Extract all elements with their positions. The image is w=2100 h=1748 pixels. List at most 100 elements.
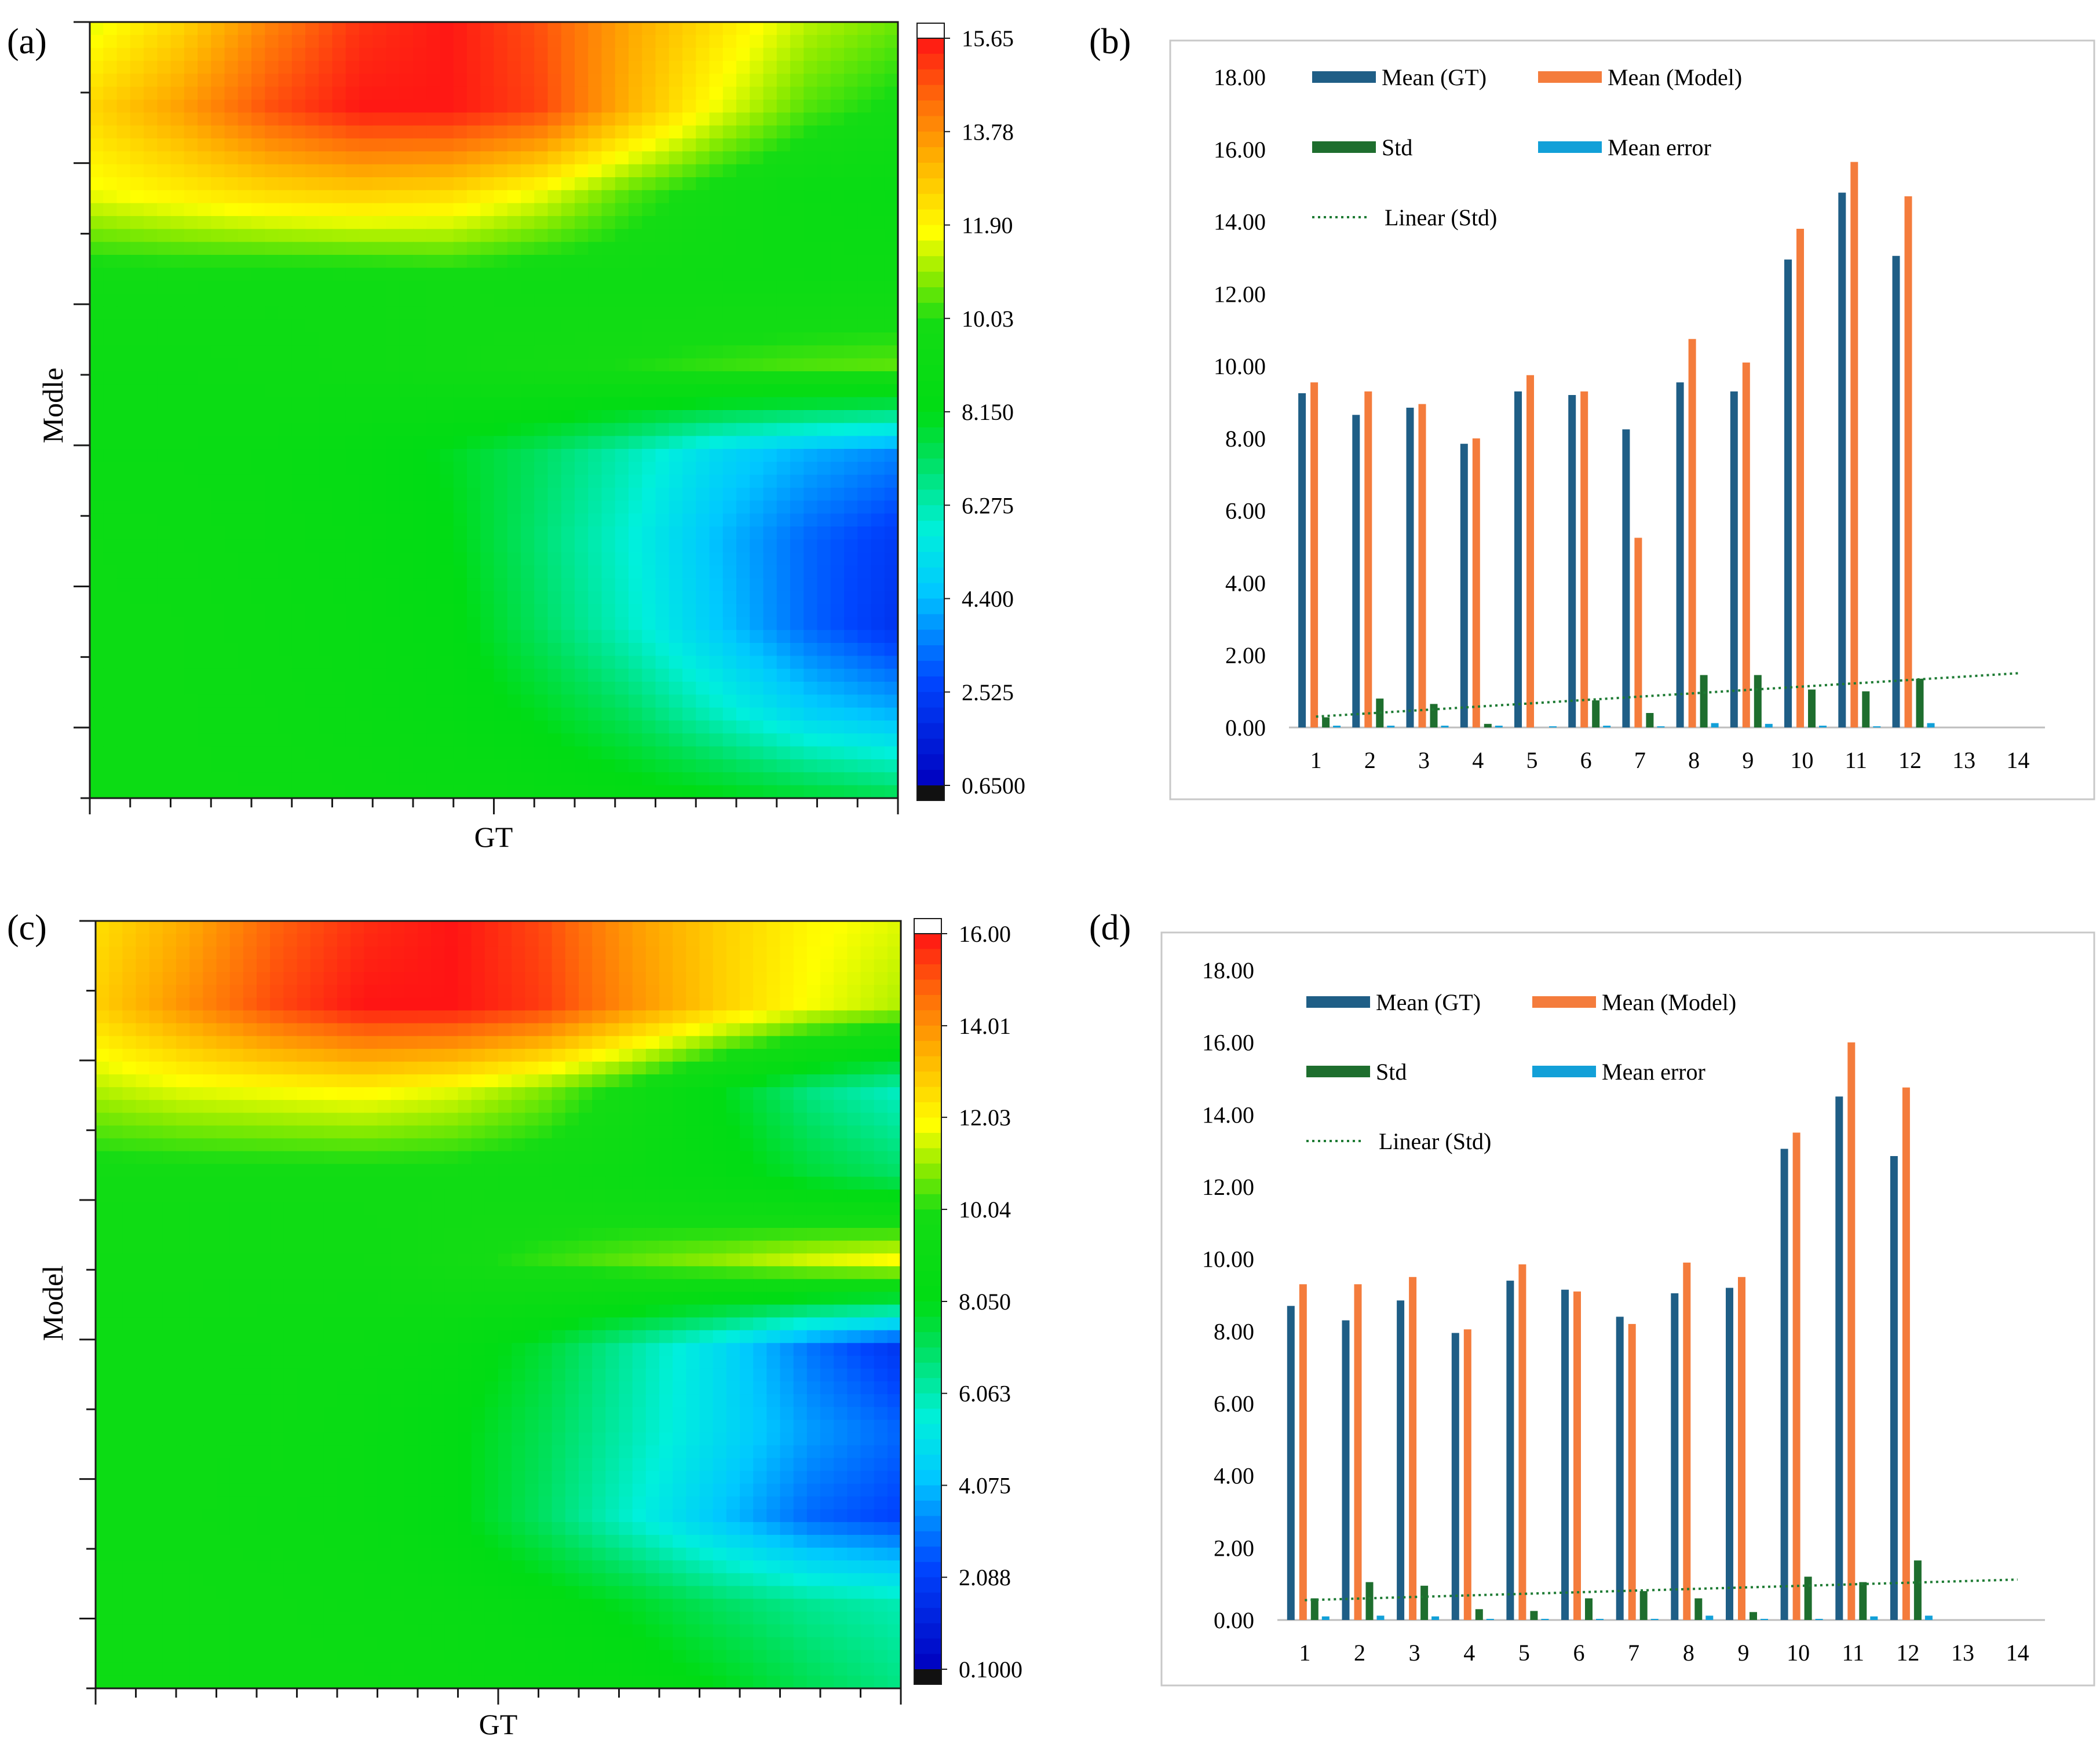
heatmap-cell <box>709 203 724 217</box>
heatmap-cell <box>404 934 418 948</box>
heatmap-cell <box>386 306 400 320</box>
heatmap-cell <box>673 1087 687 1101</box>
heatmap-cell <box>418 1061 432 1075</box>
heatmap-cell <box>669 22 683 36</box>
heatmap-cell <box>696 682 710 696</box>
heatmap-cell <box>399 707 414 721</box>
heatmap-cell <box>116 785 131 799</box>
heatmap-cell <box>270 1125 284 1139</box>
heatmap-cell <box>399 255 414 269</box>
heatmap-cell <box>565 1138 579 1152</box>
heatmap-cell <box>790 86 805 100</box>
heatmap-cell <box>521 203 535 217</box>
heatmap-cell <box>525 921 539 934</box>
heatmap-cell <box>601 785 616 799</box>
heatmap-cell <box>116 746 131 760</box>
heatmap-cell <box>122 959 137 973</box>
x-tick-label: 6 <box>1580 747 1592 773</box>
heatmap-cell <box>629 436 643 449</box>
heatmap-cell <box>440 22 454 36</box>
heatmap-cell <box>753 959 768 973</box>
heatmap-cell <box>601 397 616 411</box>
heatmap-cell <box>874 997 888 1011</box>
heatmap-cell <box>740 1125 754 1139</box>
heatmap-cell <box>575 384 589 398</box>
heatmap-cell <box>122 1074 137 1088</box>
heatmap-cell <box>103 74 118 87</box>
heatmap-cell <box>740 1151 754 1165</box>
heatmap-cell <box>871 630 885 643</box>
heatmap-cell <box>790 35 805 49</box>
heatmap-cell <box>480 462 495 476</box>
heatmap-cell <box>162 1023 177 1037</box>
heatmap-cell <box>345 47 360 61</box>
heatmap-cell <box>857 591 872 605</box>
colorbar-segment <box>917 116 944 133</box>
heatmap-cell <box>157 138 171 152</box>
heatmap-cell <box>561 462 575 476</box>
heatmap-cell <box>763 190 777 204</box>
heatmap-cell <box>149 1023 163 1037</box>
heatmap-cell <box>413 617 428 631</box>
heatmap-cell <box>359 47 374 61</box>
heatmap-cell <box>440 643 454 657</box>
heatmap-cell <box>494 604 508 618</box>
heatmap-cell <box>547 682 562 696</box>
heatmap-cell <box>709 242 724 255</box>
heatmap-cell <box>109 972 123 986</box>
heatmap-cell <box>776 436 791 449</box>
heatmap-cell <box>184 565 198 579</box>
heatmap-cell <box>494 539 508 553</box>
heatmap-cell <box>844 216 859 230</box>
heatmap-cell <box>157 617 171 631</box>
heatmap-cell <box>399 733 414 747</box>
heatmap-cell <box>844 500 859 514</box>
heatmap-cell <box>655 630 670 643</box>
heatmap-cell <box>157 630 171 643</box>
heatmap-cell <box>426 151 441 165</box>
heatmap-cell <box>399 384 414 398</box>
heatmap-cell <box>820 1048 835 1062</box>
heatmap-cell <box>144 617 158 631</box>
heatmap-cell <box>494 242 508 255</box>
heatmap-cell <box>103 423 118 437</box>
heatmap-cell <box>345 552 360 566</box>
heatmap-cell <box>372 47 387 61</box>
heatmap-cell <box>592 1164 607 1177</box>
heatmap-cell <box>726 1138 740 1152</box>
heatmap-cell <box>332 436 346 449</box>
heatmap-cell <box>669 707 683 721</box>
heatmap-cell <box>592 1138 607 1152</box>
heatmap-cell <box>642 397 656 411</box>
heatmap-cell <box>605 1138 620 1152</box>
heatmap-cell <box>216 1023 231 1037</box>
heatmap-cell <box>804 86 818 100</box>
heatmap-cell <box>494 630 508 643</box>
heatmap-cell <box>431 1151 445 1165</box>
heatmap-cell <box>709 552 724 566</box>
heatmap-cell <box>265 229 279 243</box>
heatmap-cell <box>211 151 225 165</box>
heatmap-cell <box>203 1087 217 1101</box>
heatmap-cell <box>238 22 252 36</box>
heatmap-cell <box>575 643 589 657</box>
heatmap-cell <box>251 332 266 346</box>
heatmap-cell <box>458 959 472 973</box>
heatmap-cell <box>507 164 521 178</box>
heatmap-cell <box>291 410 306 424</box>
heatmap-cell <box>170 694 185 708</box>
heatmap-cell <box>521 216 535 230</box>
heatmap-cell <box>552 1100 566 1114</box>
heatmap-cell <box>632 985 647 999</box>
heatmap-cell <box>605 1010 620 1024</box>
heatmap-cell <box>386 280 400 294</box>
heatmap-cell <box>359 694 374 708</box>
heatmap-cell <box>413 772 428 786</box>
heatmap-cell <box>793 1036 808 1049</box>
heatmap-cell <box>575 345 589 359</box>
heatmap-cell <box>184 397 198 411</box>
heatmap-cell <box>170 513 185 527</box>
heatmap-cell <box>588 513 602 527</box>
heatmap-cell <box>198 74 212 87</box>
heatmap-cell <box>467 125 481 139</box>
